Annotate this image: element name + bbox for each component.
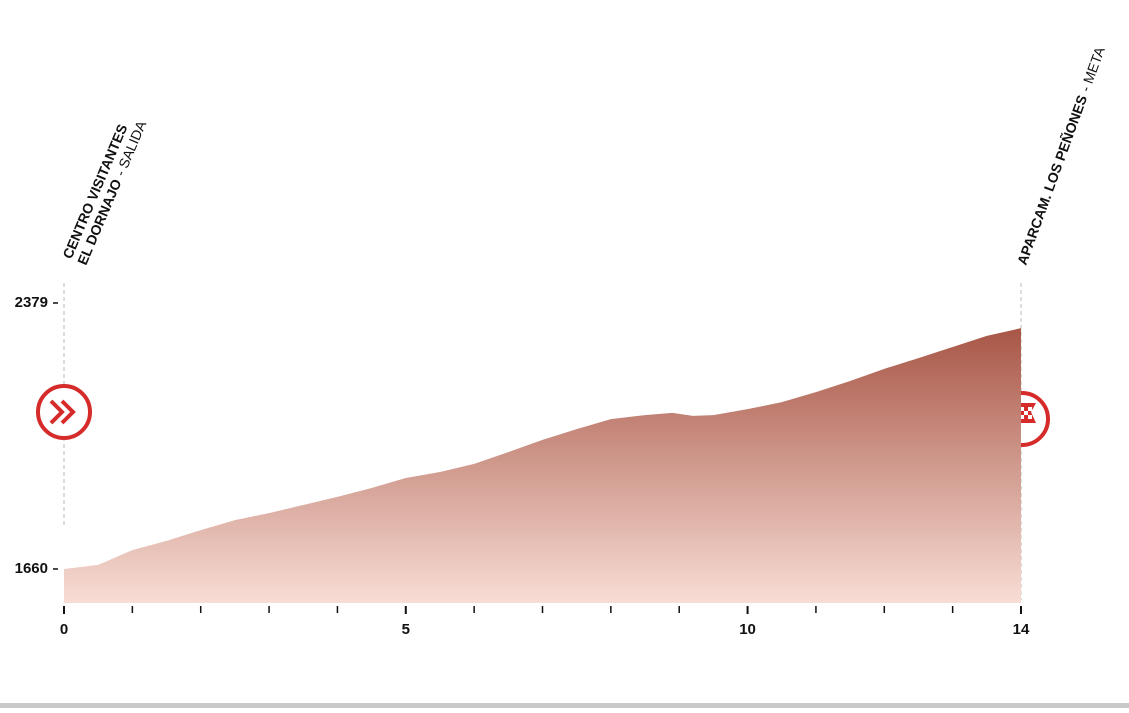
x-tick-label: 5 xyxy=(402,621,410,638)
finish-place: APARCAM. LOS PEÑONES- META xyxy=(1013,44,1108,267)
bottom-strip xyxy=(0,703,1129,708)
finish-suffix: - META xyxy=(1077,44,1108,94)
finish-label: APARCAM. LOS PEÑONES- META xyxy=(1013,44,1108,267)
finish-place-name: APARCAM. LOS PEÑONES xyxy=(1013,93,1090,267)
x-tick-label: 14 xyxy=(1013,621,1030,638)
start-icon xyxy=(36,384,92,440)
elevation-area xyxy=(64,328,1021,603)
x-tick-label: 10 xyxy=(739,621,756,638)
x-tick-label: 0 xyxy=(60,621,68,638)
y-tick-label: 2379 xyxy=(15,294,48,311)
y-tick-label: 1660 xyxy=(15,560,48,577)
